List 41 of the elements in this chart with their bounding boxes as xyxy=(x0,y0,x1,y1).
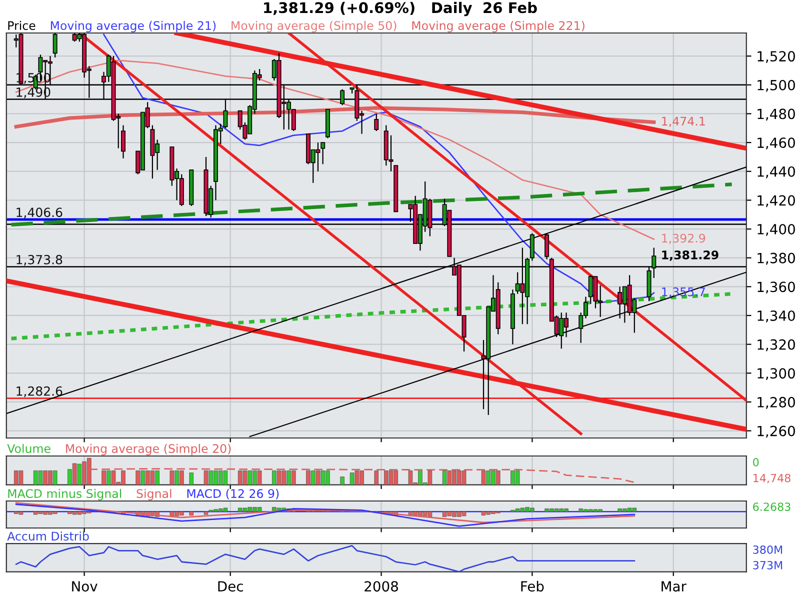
y-tick-label: 1,500 xyxy=(758,80,795,92)
x-tick-label: 2008 xyxy=(364,581,398,592)
text: Moving average (Simple 50) xyxy=(232,20,396,32)
y-tick-label: 1,380 xyxy=(758,252,795,265)
text: Moving average (Simple 221) xyxy=(412,20,584,32)
x-tick-label: Mar xyxy=(662,581,686,592)
text: 6.2683 xyxy=(753,502,790,511)
x-tick-label: Feb xyxy=(521,580,544,592)
series-label: MACD minus Signal xyxy=(8,488,122,500)
series-label: Volume xyxy=(7,444,50,454)
text: 0 xyxy=(753,458,759,466)
data-label: 1,474.1 xyxy=(662,116,705,127)
y-tick-label: 1,440 xyxy=(758,166,795,178)
ref-line-label: 1,282.6 xyxy=(16,386,62,398)
y-tick-label: 1,300 xyxy=(758,368,795,380)
series-label: MACD (12 26 9) xyxy=(187,488,279,500)
text: 373M xyxy=(753,560,782,570)
y-tick-label: 1,260 xyxy=(758,426,795,438)
ref-line-label: 1,373.8 xyxy=(16,254,62,266)
y-tick-label: 1,400 xyxy=(758,224,795,236)
x-tick-label: Nov xyxy=(72,581,98,592)
y-tick-label: 1,480 xyxy=(758,108,795,121)
series-label: Accum Distrib xyxy=(7,531,89,541)
data-label: 1,392.9 xyxy=(662,234,706,244)
text: 14,748 xyxy=(754,474,790,484)
y-axis-title: Price xyxy=(8,20,36,30)
ref-line-label: 1,406.6 xyxy=(16,208,62,218)
chart-title: 1,381.29 (+0.69%) Daily 26 Feb xyxy=(264,2,537,16)
y-tick-label: 1,280 xyxy=(758,396,795,409)
text: 1,381.29 xyxy=(662,250,718,261)
y-tick-label: 1,320 xyxy=(758,339,795,352)
y-tick-label: 1,460 xyxy=(758,138,795,150)
x-tick-label: Dec xyxy=(218,581,243,592)
text: 380M xyxy=(753,545,782,554)
series-label: Signal xyxy=(136,488,172,500)
y-tick-label: 1,340 xyxy=(758,310,795,322)
y-tick-label: 1,520 xyxy=(758,51,795,63)
y-tick-label: 1,420 xyxy=(758,195,795,208)
series-label: Moving average (Simple 20) xyxy=(66,444,231,456)
y-tick-label: 1,360 xyxy=(758,282,795,294)
text: Moving average (Simple 21) xyxy=(50,20,216,32)
